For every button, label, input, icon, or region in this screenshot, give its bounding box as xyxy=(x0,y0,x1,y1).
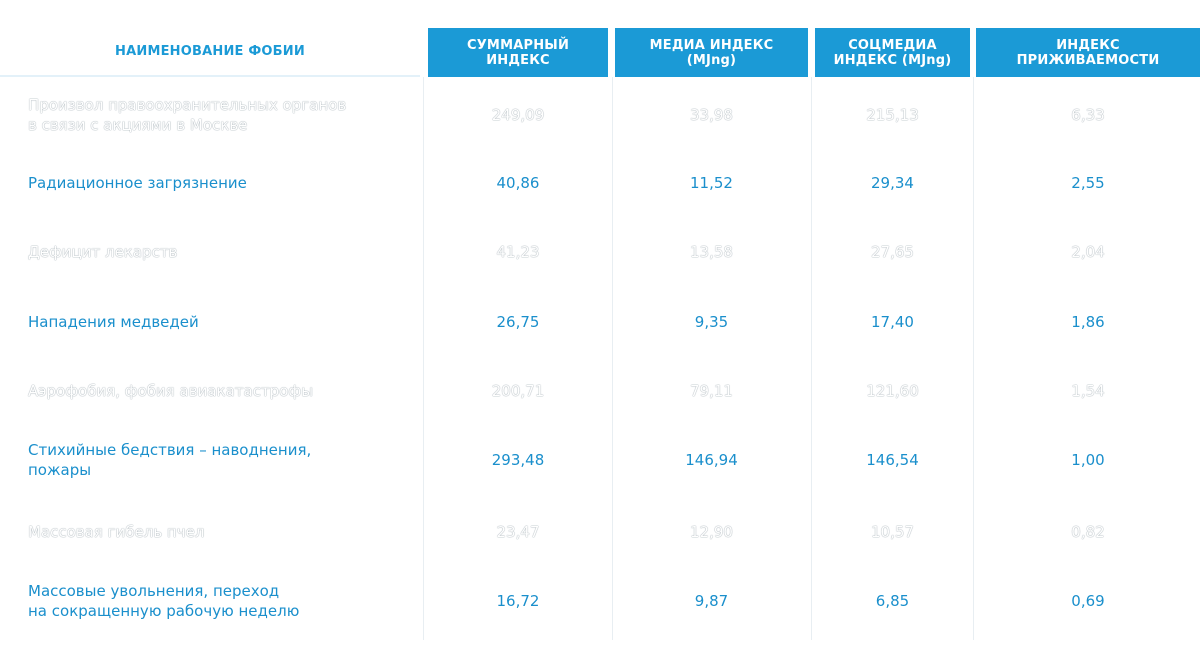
table-row: Нападения медведей 26,75 9,35 17,40 1,86 xyxy=(0,287,1200,356)
header-total-index: СУММАРНЫЙ ИНДЕКС xyxy=(428,28,608,77)
column-divider xyxy=(811,77,812,640)
header-survival-index: ИНДЕКС ПРИЖИВАЕМОСТИ xyxy=(976,28,1200,77)
total-index-cell: 200,71 xyxy=(491,381,545,400)
social-index-cell: 121,60 xyxy=(866,381,919,400)
social-index-cell: 215,13 xyxy=(866,105,919,124)
survival-index-cell: 1,54 xyxy=(1071,381,1105,400)
phobia-name-line1: Массовая гибель пчел xyxy=(28,522,205,541)
column-divider xyxy=(973,77,974,640)
header-phobia-name: НАИМЕНОВАНИЕ ФОБИИ xyxy=(0,28,420,77)
total-index-cell: 23,47 xyxy=(496,522,540,541)
phobia-name-cell: Стихийные бедствия – наводнения, пожары xyxy=(28,425,420,494)
phobia-name-cell: Дефицит лекарств xyxy=(28,217,420,286)
table-row: Массовые увольнения, переход на сокращенн… xyxy=(0,566,1200,635)
table-row: Аэрофобия, фобия авиакатастрофы 200,71 7… xyxy=(0,356,1200,425)
phobia-name-cell: Нападения медведей xyxy=(28,287,420,356)
column-divider xyxy=(423,77,424,640)
total-index-cell: 249,09 xyxy=(491,105,545,124)
phobia-name-cell: Радиационное загрязнение xyxy=(28,148,420,217)
social-index-cell: 146,54 xyxy=(866,450,919,469)
phobia-name-line1: Радиационное загрязнение xyxy=(28,173,247,192)
phobia-name-cell: Аэрофобия, фобия авиакатастрофы xyxy=(28,356,420,425)
header-survival-index-line2: ПРИЖИВАЕМОСТИ xyxy=(1016,52,1160,68)
social-index-cell: 29,34 xyxy=(871,173,914,192)
social-index-cell: 27,65 xyxy=(871,242,914,261)
total-index-cell: 293,48 xyxy=(491,450,545,469)
header-total-index-line1: СУММАРНЫЙ xyxy=(466,37,570,53)
social-index-cell: 17,40 xyxy=(871,312,914,331)
phobia-name-cell: Массовая гибель пчел xyxy=(28,497,420,566)
phobia-name-line1: Нападения медведей xyxy=(28,312,199,331)
media-index-cell: 12,90 xyxy=(690,522,733,541)
total-index-cell: 26,75 xyxy=(496,312,540,331)
phobia-name-line1: Произвол правоохранительных органов xyxy=(28,95,347,114)
phobia-name-cell: Произвол правоохранительных органов в свя… xyxy=(28,80,420,149)
header-media-index-line2: (MJng) xyxy=(686,52,737,68)
phobia-name-cell: Массовые увольнения, переход на сокращенн… xyxy=(28,566,420,635)
column-divider xyxy=(612,77,613,640)
media-index-cell: 9,87 xyxy=(694,591,729,610)
phobia-name-line2: пожары xyxy=(28,460,92,479)
header-media-index: МЕДИА ИНДЕКС (MJng) xyxy=(615,28,808,77)
media-index-cell: 11,52 xyxy=(690,173,733,192)
social-index-cell: 6,85 xyxy=(875,591,910,610)
media-index-cell: 9,35 xyxy=(694,312,729,331)
media-index-cell: 33,98 xyxy=(690,105,733,124)
table-row: Стихийные бедствия – наводнения, пожары 2… xyxy=(0,425,1200,494)
survival-index-cell: 2,04 xyxy=(1071,242,1105,261)
survival-index-cell: 0,82 xyxy=(1071,522,1105,541)
header-phobia-name-label: НАИМЕНОВАНИЕ ФОБИИ xyxy=(115,44,305,59)
survival-index-cell: 1,86 xyxy=(1071,312,1105,331)
phobia-name-line2: на сокращенную рабочую неделю xyxy=(28,601,300,620)
table-row: Массовая гибель пчел 23,47 12,90 10,57 0… xyxy=(0,497,1200,566)
table-row: Радиационное загрязнение 40,86 11,52 29,… xyxy=(0,148,1200,217)
header-total-index-line2: ИНДЕКС xyxy=(486,52,550,68)
header-survival-index-line1: ИНДЕКС xyxy=(1056,37,1120,53)
phobia-name-line1: Стихийные бедствия – наводнения, xyxy=(28,440,312,459)
phobia-name-line2: в связи с акциями в Москве xyxy=(28,115,248,134)
media-index-cell: 13,58 xyxy=(690,242,733,261)
social-index-cell: 10,57 xyxy=(871,522,914,541)
table-row: Произвол правоохранительных органов в свя… xyxy=(0,80,1200,149)
total-index-cell: 41,23 xyxy=(496,242,540,261)
media-index-cell: 146,94 xyxy=(685,450,738,469)
survival-index-cell: 6,33 xyxy=(1071,105,1105,124)
survival-index-cell: 2,55 xyxy=(1071,173,1105,192)
survival-index-cell: 0,69 xyxy=(1071,591,1105,610)
total-index-cell: 40,86 xyxy=(496,173,540,192)
table-row: Дефицит лекарств 41,23 13,58 27,65 2,04 xyxy=(0,217,1200,286)
header-media-index-line1: МЕДИА ИНДЕКС xyxy=(649,37,774,53)
header-social-index-line1: СОЦМЕДИА xyxy=(848,37,937,53)
survival-index-cell: 1,00 xyxy=(1071,450,1105,469)
phobia-name-line1: Аэрофобия, фобия авиакатастрофы xyxy=(28,381,314,400)
phobia-name-line1: Массовые увольнения, переход xyxy=(28,581,280,600)
total-index-cell: 16,72 xyxy=(496,591,540,610)
header-social-index-line2: ИНДЕКС (MJng) xyxy=(833,52,952,68)
header-social-media-index: СОЦМЕДИА ИНДЕКС (MJng) xyxy=(815,28,970,77)
phobia-name-line1: Дефицит лекарств xyxy=(28,242,178,261)
media-index-cell: 79,11 xyxy=(690,381,733,400)
